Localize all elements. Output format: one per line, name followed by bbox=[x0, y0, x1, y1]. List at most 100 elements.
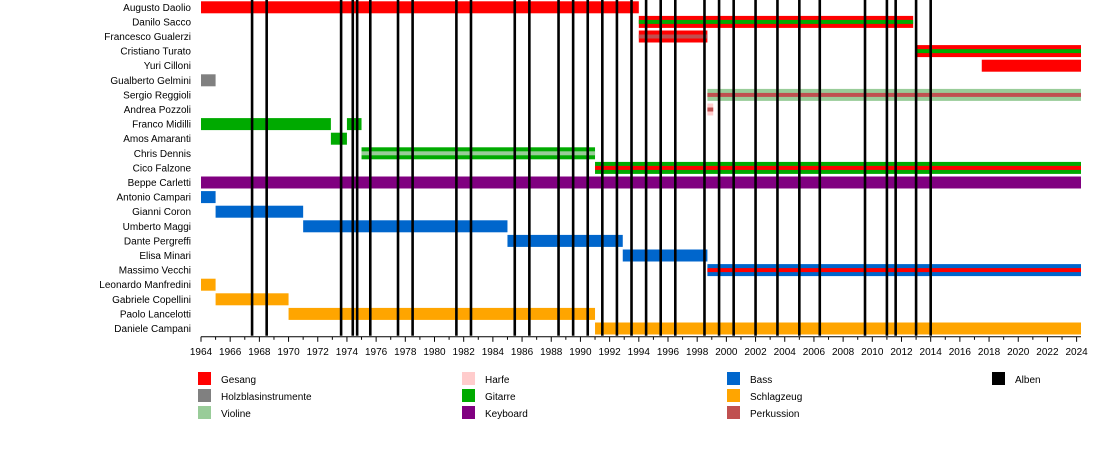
x-tick-label: 2020 bbox=[1007, 347, 1030, 358]
member-label: Yuri Cilloni bbox=[144, 61, 191, 72]
legend-swatch bbox=[727, 389, 740, 402]
member-labels: Augusto Daolio Danilo Sacco Francesco Gual… bbox=[99, 3, 191, 335]
member-label: Beppe Carletti bbox=[128, 178, 191, 189]
member-label: Gabriele Copellini bbox=[112, 295, 191, 306]
member-label: Antonio Campari bbox=[117, 193, 191, 204]
x-tick-label: 1994 bbox=[628, 347, 651, 358]
member-bar-secondary bbox=[595, 165, 1081, 170]
member-bar bbox=[507, 234, 623, 247]
x-tick-label: 1972 bbox=[307, 347, 330, 358]
x-tick-label: 2006 bbox=[803, 347, 826, 358]
member-label: Gianni Coron bbox=[132, 207, 191, 218]
x-tick-label: 2002 bbox=[744, 347, 767, 358]
x-tick-label: 2000 bbox=[715, 347, 738, 358]
member-bar-secondary bbox=[361, 151, 596, 156]
member-bar bbox=[330, 132, 347, 145]
legend-label: Bass bbox=[750, 375, 772, 386]
x-tick-label: 2008 bbox=[832, 347, 855, 358]
member-bars bbox=[201, 1, 1081, 335]
legend-swatch bbox=[992, 372, 1005, 385]
member-bar bbox=[215, 205, 304, 218]
member-bar-secondary bbox=[707, 107, 714, 112]
member-bar bbox=[595, 322, 1081, 335]
legend-swatch bbox=[462, 372, 475, 385]
legend-label: Gesang bbox=[221, 375, 256, 386]
member-bar-secondary bbox=[916, 49, 1081, 54]
legend-swatch bbox=[198, 389, 211, 402]
legend-swatch bbox=[198, 372, 211, 385]
x-tick-label: 1980 bbox=[423, 347, 446, 358]
legend: Gesang Holzblasinstrumente Violine Harfe Git… bbox=[198, 372, 1041, 420]
legend-swatch bbox=[727, 406, 740, 419]
member-bar-secondary bbox=[638, 19, 914, 24]
x-tick-label: 1974 bbox=[336, 347, 359, 358]
x-axis: 1964 1966 1968 1970 1972 1974 1976 1978 1980 1982… bbox=[190, 336, 1088, 358]
member-bar bbox=[201, 191, 216, 204]
member-bar bbox=[303, 220, 508, 233]
member-label: Amos Amaranti bbox=[123, 134, 191, 145]
x-tick-label: 1966 bbox=[219, 347, 242, 358]
x-tick-label: 2014 bbox=[920, 347, 943, 358]
member-label: Paolo Lancelotti bbox=[120, 309, 191, 320]
member-bar bbox=[201, 176, 1081, 189]
x-tick-label: 2012 bbox=[890, 347, 913, 358]
legend-label: Harfe bbox=[485, 375, 510, 386]
legend-swatch bbox=[727, 372, 740, 385]
legend-swatch bbox=[462, 406, 475, 419]
member-bar bbox=[288, 307, 596, 320]
legend-label: Alben bbox=[1015, 375, 1041, 386]
member-bar-secondary bbox=[707, 268, 1081, 273]
x-tick-label: 1970 bbox=[277, 347, 300, 358]
member-label: Umberto Maggi bbox=[123, 222, 191, 233]
member-label: Cristiano Turato bbox=[120, 47, 191, 58]
x-tick-label: 1968 bbox=[248, 347, 271, 358]
member-bar bbox=[622, 249, 708, 262]
x-tick-label: 1982 bbox=[453, 347, 476, 358]
x-tick-label: 1992 bbox=[598, 347, 621, 358]
member-bar bbox=[981, 59, 1081, 72]
member-label: Massimo Vecchi bbox=[119, 266, 191, 277]
x-tick-label: 1996 bbox=[657, 347, 680, 358]
x-tick-label: 1964 bbox=[190, 347, 213, 358]
member-label: Chris Dennis bbox=[134, 149, 191, 160]
member-label: Daniele Campani bbox=[114, 324, 191, 335]
x-tick-label: 2018 bbox=[978, 347, 1001, 358]
x-tick-label: 2016 bbox=[949, 347, 972, 358]
x-tick-label: 1984 bbox=[482, 347, 505, 358]
x-tick-label: 1998 bbox=[686, 347, 709, 358]
member-bar bbox=[346, 118, 362, 131]
member-bar bbox=[201, 278, 216, 291]
member-label: Dante Pergreffi bbox=[124, 236, 191, 247]
legend-swatch bbox=[198, 406, 211, 419]
member-bar-secondary bbox=[638, 34, 708, 39]
member-label: Gualberto Gelmini bbox=[110, 76, 191, 87]
legend-label: Gitarre bbox=[485, 392, 516, 403]
member-label: Franco Midilli bbox=[132, 120, 191, 131]
legend-label: Holzblasinstrumente bbox=[221, 392, 312, 403]
x-tick-label: 2022 bbox=[1036, 347, 1059, 358]
member-label: Cico Falzone bbox=[133, 163, 192, 174]
member-label: Danilo Sacco bbox=[132, 17, 191, 28]
member-label: Sergio Reggioli bbox=[123, 90, 191, 101]
x-tick-label: 2004 bbox=[774, 347, 797, 358]
x-tick-label: 2010 bbox=[861, 347, 884, 358]
x-tick-label: 1976 bbox=[365, 347, 388, 358]
album-lines bbox=[250, 0, 932, 336]
legend-label: Schlagzeug bbox=[750, 392, 802, 403]
member-label: Andrea Pozzoli bbox=[124, 105, 191, 116]
legend-label: Violine bbox=[221, 409, 251, 420]
member-label: Leonardo Manfredini bbox=[99, 280, 191, 291]
member-bar-secondary bbox=[707, 92, 1081, 97]
legend-label: Perkussion bbox=[750, 409, 799, 420]
member-label: Francesco Gualerzi bbox=[104, 32, 191, 43]
x-tick-label: 1990 bbox=[569, 347, 592, 358]
x-tick-label: 1978 bbox=[394, 347, 417, 358]
legend-swatch bbox=[462, 389, 475, 402]
x-tick-label: 1986 bbox=[511, 347, 534, 358]
x-tick-label: 2024 bbox=[1065, 347, 1088, 358]
legend-label: Keyboard bbox=[485, 409, 528, 420]
x-tick-label: 1988 bbox=[540, 347, 563, 358]
member-bar bbox=[201, 74, 216, 87]
member-label: Augusto Daolio bbox=[123, 3, 191, 14]
